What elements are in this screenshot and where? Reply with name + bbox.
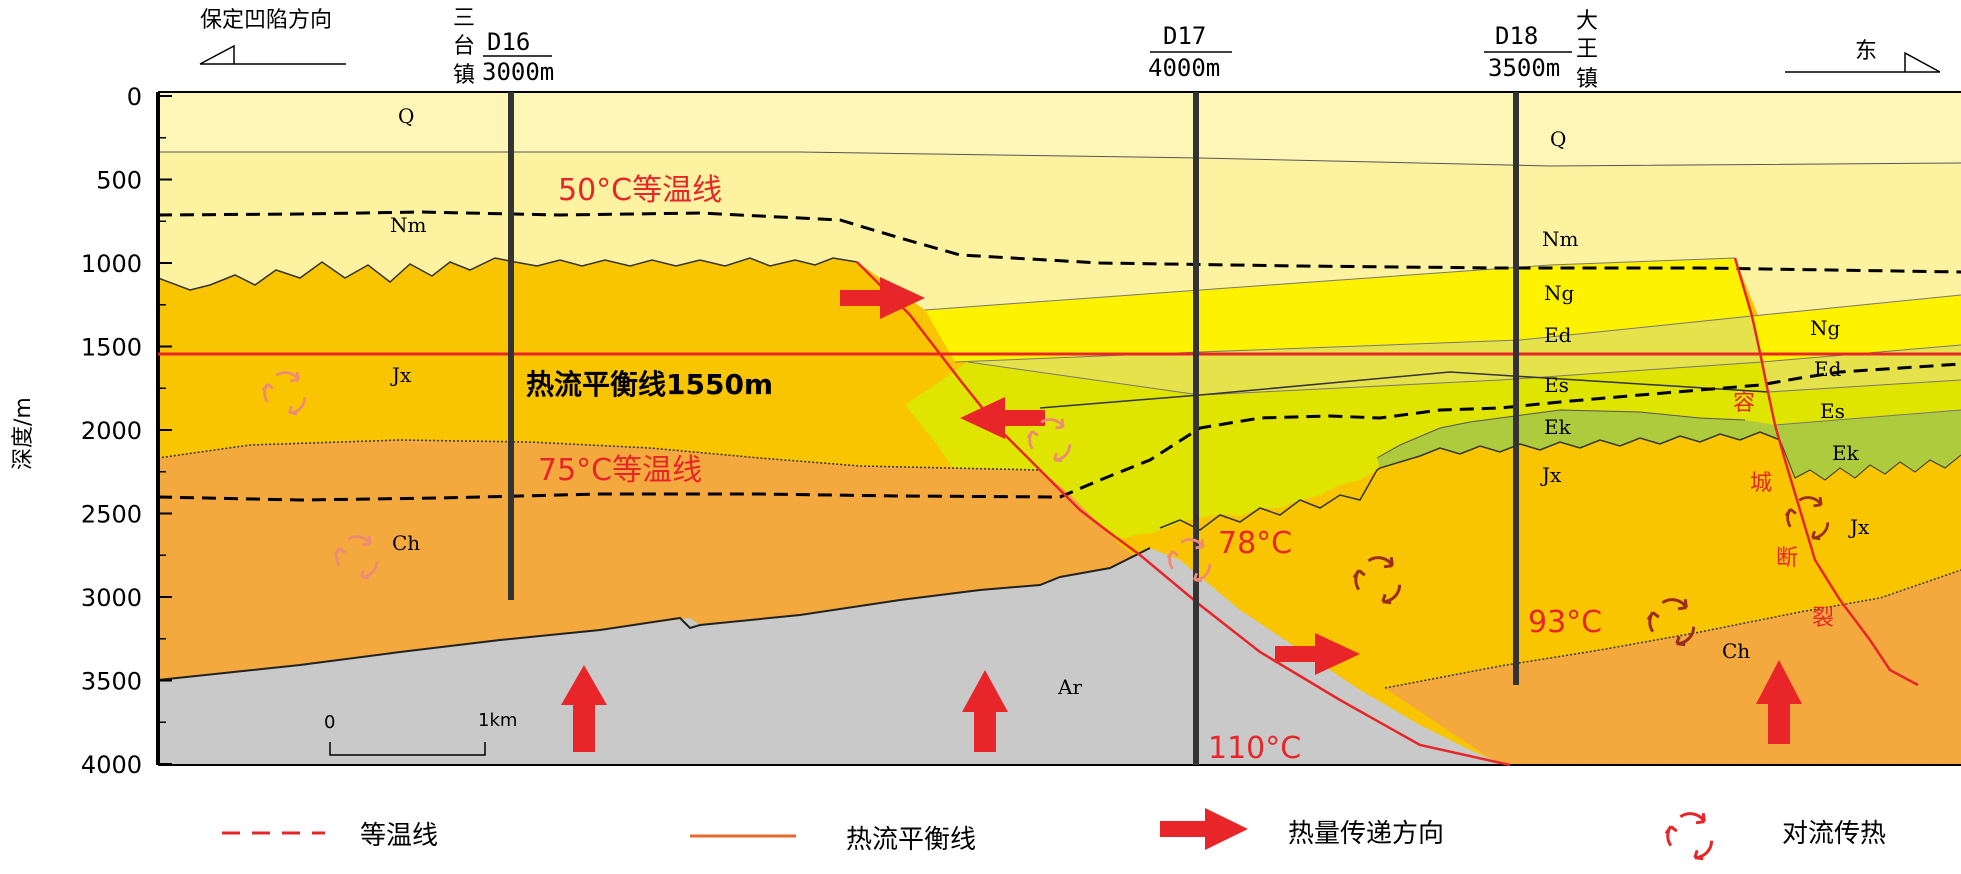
- heat-arrow-icon: [840, 277, 925, 319]
- label-jx-west: Jx: [390, 363, 412, 387]
- fault-char-4: 裂: [1812, 606, 1834, 631]
- label-ng: Ng: [1544, 281, 1575, 305]
- label-ed: Ed: [1544, 323, 1572, 347]
- legend: 等温线 热流平衡线 热量传递方向 对流传热: [222, 808, 1886, 861]
- heat-arrow-icon: [1756, 660, 1802, 744]
- y-axis-label: 深度/m: [11, 397, 36, 470]
- arrow-west-icon: [199, 44, 346, 65]
- formation-labels: Q Q Nm Nm Ng Ng Ed Ed Es Es Ek Ek Jx Jx …: [390, 104, 1870, 699]
- legend-isotherm-label: 等温线: [360, 821, 438, 851]
- direction-east-label: 东: [1855, 39, 1877, 64]
- y-tick-label: 2000: [81, 417, 142, 445]
- stratum-ek-east: [1775, 410, 1961, 480]
- stratum-ng: [925, 258, 1752, 362]
- fault-char-3: 断: [1776, 546, 1798, 571]
- legend-heat-label: 热量传递方向: [1288, 819, 1444, 849]
- fault-name: 容 城 断 裂: [1733, 391, 1834, 631]
- fault-char-1: 容: [1733, 391, 1755, 416]
- label-jx-mid: Jx: [1540, 463, 1562, 487]
- y-tick-label: 2500: [81, 501, 142, 529]
- label-q-west: Q: [398, 104, 414, 128]
- town-d18-char-1: 大: [1576, 9, 1598, 34]
- y-tick-label: 1500: [81, 334, 142, 362]
- y-tick-label: 3000: [81, 584, 142, 612]
- label-nm-west: Nm: [390, 213, 427, 237]
- arrow-east-icon: [1785, 51, 1941, 73]
- heat-arrow-icon: [561, 665, 607, 752]
- well-d18-id: D18: [1495, 22, 1538, 50]
- legend-heat-arrow-icon: [1160, 808, 1248, 850]
- axis-frame: [156, 91, 1961, 766]
- town-d18-char-3: 镇: [1576, 67, 1598, 92]
- y-tick-label: 3500: [81, 668, 142, 696]
- fault-west: [856, 261, 1511, 767]
- well-d18-depth: 3500m: [1488, 54, 1560, 82]
- label-es: Es: [1544, 373, 1569, 397]
- label-jx-east: Jx: [1848, 515, 1870, 539]
- well-d17-id: D17: [1163, 22, 1206, 50]
- y-tick-label: 500: [96, 167, 142, 195]
- heat-arrows: [561, 277, 1802, 752]
- stratum-ch: [158, 440, 1150, 680]
- scale-start: 0: [324, 712, 335, 733]
- y-tick-label: 1000: [81, 250, 142, 278]
- label-temp-93: 93°C: [1528, 605, 1602, 640]
- label-isotherm-50: 50°C等温线: [558, 173, 722, 208]
- label-isotherm-75: 75°C等温线: [538, 453, 702, 488]
- isotherm-50: [157, 210, 1961, 274]
- well-d16-depth: 3000m: [482, 58, 554, 86]
- heat-arrow-icon: [960, 397, 1045, 439]
- town-d16-char-1: 三: [453, 6, 475, 31]
- town-d16-char-2: 台: [453, 34, 475, 59]
- label-ed-east: Ed: [1814, 357, 1842, 381]
- well-d17-depth: 4000m: [1148, 54, 1220, 82]
- legend-convection-icon: [1664, 811, 1714, 861]
- label-temp-110: 110°C: [1208, 731, 1301, 766]
- label-nm-east: Nm: [1542, 227, 1579, 251]
- y-tick-label: 0: [127, 83, 142, 111]
- label-ch-east: Ch: [1722, 639, 1750, 663]
- legend-balance-label: 热流平衡线: [846, 825, 976, 855]
- label-ek: Ek: [1544, 415, 1572, 439]
- strata: [158, 92, 1961, 765]
- direction-west-label: 保定凹陷方向: [200, 8, 332, 33]
- isotherm-lines: [157, 210, 1961, 502]
- faults: [856, 257, 1919, 767]
- label-balance-line: 热流平衡线1550m: [526, 368, 773, 401]
- stratum-ng-east: [1752, 295, 1961, 362]
- stratum-ed-east: [1762, 345, 1961, 392]
- town-d16-char-3: 镇: [453, 63, 475, 88]
- stratum-es: [905, 362, 1775, 538]
- heat-arrow-icon: [1275, 633, 1360, 675]
- label-ar: Ar: [1057, 675, 1082, 699]
- fault-char-2: 城: [1750, 471, 1772, 496]
- stratum-ek: [1377, 410, 1780, 468]
- isotherm-75: [157, 362, 1961, 502]
- y-axis-ticks: 0 500 1000 1500 2000 2500 3000 3500 4000: [81, 83, 172, 779]
- temperature-labels: 50°C等温线 75°C等温线 78°C 93°C 110°C 热流平衡线155…: [526, 173, 1602, 766]
- scale-bar: 0 1km: [324, 710, 517, 756]
- fault-rongcheng: [1733, 257, 1919, 687]
- scale-end: 1km: [478, 710, 517, 731]
- town-d18-char-2: 王: [1576, 37, 1598, 62]
- well-d16-id: D16: [487, 28, 530, 56]
- label-es-east: Es: [1820, 399, 1845, 423]
- stratum-q: [158, 92, 1961, 166]
- label-temp-78: 78°C: [1218, 526, 1292, 561]
- direction-west: 保定凹陷方向: [199, 8, 346, 65]
- y-tick-label: 4000: [81, 751, 142, 779]
- stratum-ch-east: [1385, 570, 1961, 765]
- label-ng-east: Ng: [1810, 316, 1841, 340]
- legend-convection-label: 对流传热: [1782, 819, 1886, 849]
- stratum-ar: [158, 548, 1505, 765]
- label-q-east: Q: [1550, 127, 1566, 151]
- wells: [508, 92, 1519, 765]
- heat-arrow-icon: [962, 670, 1008, 752]
- well-labels: 三 台 镇 D16 3000m D17 4000m D18 3500m 大 王 …: [453, 6, 1598, 92]
- label-ek-east: Ek: [1832, 441, 1860, 465]
- label-ch-west: Ch: [392, 531, 420, 555]
- stratum-nm: [158, 152, 1961, 320]
- direction-east: 东: [1785, 39, 1941, 73]
